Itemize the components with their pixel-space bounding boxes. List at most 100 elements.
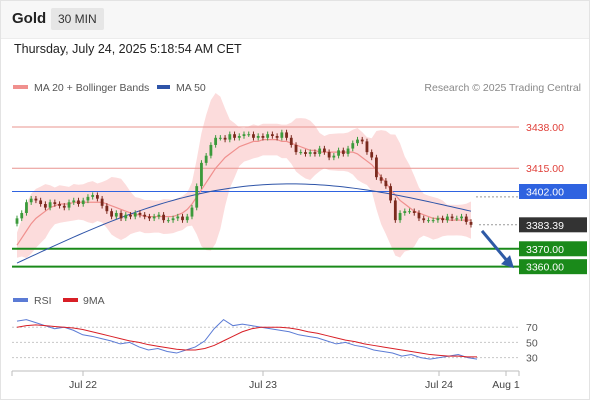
rsi-legend-label: RSI [34,295,52,307]
candle-body [100,198,104,206]
candle-body [91,195,95,197]
candle-body [422,218,426,221]
candle-body [252,134,255,138]
rsi-ma-legend-label: 9MA [83,295,105,307]
candle-body [455,218,459,220]
rsi-tick-70: 70 [526,322,538,334]
candle-body [72,200,76,203]
candle-body [81,200,85,205]
rsi-tick-50: 50 [526,337,538,349]
candle-body [370,152,374,158]
candle-body [308,152,312,154]
chart-datetime: Thursday, July 24, 2025 5:18:54 AM CET [14,42,242,56]
candle-body [214,137,218,145]
level-badge-3360.00 [519,259,587,275]
bollinger-bands [17,92,471,259]
candle-body [280,132,284,138]
candle-body [379,177,383,181]
candle-body [375,157,378,178]
candle-body [360,139,364,142]
candle-body [322,148,326,153]
candle-body [34,198,38,201]
rsi-panel: 30 50 70 [12,318,538,365]
rsi-ma-line [16,324,477,358]
level-badge-3383.39 [519,217,587,233]
candle-body [469,221,473,225]
candle-body [337,150,340,156]
moving-averages [16,138,472,264]
candle-body [223,137,227,140]
bollinger-band-area [17,92,471,259]
candle-body [351,143,355,149]
candle-body [209,144,213,156]
candle-body [157,214,161,217]
candle-body [129,214,132,217]
candle-body [190,207,194,217]
candle-body [270,134,274,137]
candle-body [431,220,435,222]
candle-body [436,218,440,221]
candle-body [233,134,236,138]
x-tick-label: Aug 1 [492,379,520,391]
candlesticks [15,129,473,228]
candle-body [256,136,260,138]
candle-body [20,212,24,219]
candle-body [412,211,416,213]
candle-body [289,137,293,145]
candle-body [110,211,113,217]
candle-body [181,216,184,221]
ma50-line [16,183,472,264]
candle-body [341,150,345,154]
candle-body [365,141,369,153]
candle-body [195,186,199,208]
candle-body [441,218,445,221]
price-levels [12,126,519,268]
rsi-line [16,318,478,360]
candle-body [15,218,19,224]
ma50-legend-label: MA 50 [176,82,206,94]
candle-body [464,216,468,222]
price-level-labels: 3438.00 3415.00 3402.00 3383.39 3370.00 3360.… [519,122,587,275]
candle-body [200,162,203,187]
candle-body [53,202,57,205]
candle-body [86,196,90,201]
candle-body [143,214,147,217]
candle-body [48,202,52,208]
candle-body [166,220,170,222]
candle-body [62,205,66,208]
forecast-arrow-head [501,255,514,269]
forecast-arrow [480,229,514,269]
candle-body [119,212,123,219]
candle-body [450,216,454,219]
candle-body [275,136,279,138]
timeframe-button[interactable]: 30 MIN [51,8,104,30]
candle-body [148,216,151,219]
candle-body [237,136,241,138]
candle-body [346,148,350,154]
candle-body [299,152,303,154]
candle-body [204,155,208,163]
candle-body [261,136,265,138]
candle-body [39,200,43,205]
level-badge-3370.00 [519,241,587,257]
candle-body [356,139,359,144]
candle-body [29,198,33,203]
candle-body [58,204,61,206]
candle-body [242,134,246,137]
candle-body [114,212,118,217]
candle-body [124,214,128,219]
credit-label: Research © 2025 Trading Central [424,82,581,94]
candle-body [285,132,288,138]
candle-body [133,212,137,217]
candle-body [318,148,322,154]
candle-body [403,211,407,213]
level-label-3370.00: 3370.00 [526,244,564,256]
rsi-tick-30: 30 [526,353,538,365]
candle-body [176,216,180,219]
x-tick-label: Jul 24 [425,379,453,391]
level-label-3402.00: 3402.00 [526,187,564,199]
candle-body [460,216,463,219]
level-label-3383.39: 3383.39 [526,220,564,232]
candle-body [67,202,71,208]
